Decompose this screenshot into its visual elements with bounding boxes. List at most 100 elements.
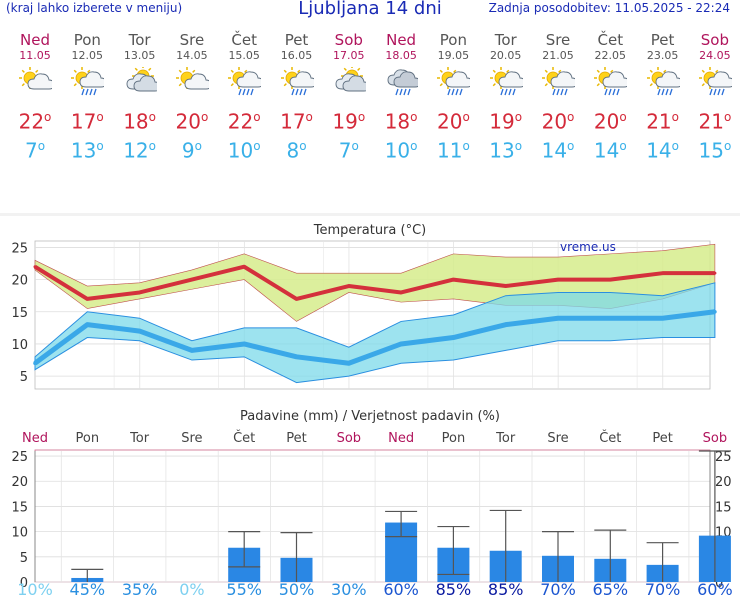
degree-sign: o	[619, 110, 627, 124]
precip-day-label: Sre	[547, 431, 568, 446]
min-temp-value: 14	[593, 138, 620, 163]
precipitation-probability: 65%	[592, 580, 629, 599]
precipitation-tick-label-right: 20	[715, 475, 732, 490]
min-temp-point	[190, 348, 194, 353]
precipitation-tick-label-left: 15	[11, 500, 28, 515]
temperature-tick-label: 10	[11, 338, 28, 353]
max-temp: 18o	[375, 102, 427, 134]
temperature-tick-label: 20	[11, 274, 28, 289]
degree-sign: o	[462, 139, 470, 153]
max-temp-value: 19	[489, 109, 515, 134]
degree-sign: o	[514, 139, 523, 153]
max-temp-point	[399, 290, 403, 294]
max-temp-value: 18	[384, 109, 411, 134]
degree-sign: o	[567, 110, 575, 124]
precip-day-label: Čet	[599, 430, 621, 446]
precip-day-label: Pet	[286, 431, 306, 446]
day-column: Tor 13.05 18o 12o	[114, 32, 166, 163]
max-temp-point	[295, 297, 298, 301]
day-column: Ned 18.05 18o 10o	[375, 31, 427, 163]
degree-sign: o	[567, 139, 575, 153]
day-name: Pon	[439, 31, 467, 49]
precip-day-label: Sre	[181, 431, 202, 446]
min-temp: 11o	[427, 132, 479, 163]
day-name: Čet	[597, 31, 624, 49]
day-date: 15.05	[228, 49, 260, 62]
min-temp: 14o	[584, 132, 636, 163]
max-temp: 20o	[166, 102, 218, 134]
min-temp: 10o	[375, 132, 427, 163]
precipitation-probability: 35%	[121, 580, 158, 599]
min-temp-value: 15	[698, 138, 724, 163]
day-column: Čet 22.05 20o 14o	[584, 31, 636, 163]
max-temp-point	[33, 265, 37, 269]
min-temp-value: 7	[338, 138, 352, 163]
max-temp: 21o	[637, 102, 689, 134]
sun-rain-icon	[71, 67, 105, 96]
min-temp-value: 14	[541, 138, 568, 163]
day-date: 16.05	[280, 49, 313, 62]
max-temp-value: 21	[646, 109, 672, 134]
day-date: 24.05	[699, 49, 731, 62]
daily-forecast-row: Ned 11.05 22o 7o Pon 12.05 17o 13o Tor 13.05 18o 12…	[0, 32, 740, 172]
precipitation-tick-label-left: 20	[11, 475, 28, 490]
max-temp: 18o	[114, 102, 166, 134]
degree-sign: o	[723, 110, 732, 124]
max-temp-point	[713, 271, 717, 275]
min-temp-value: 8	[286, 138, 300, 163]
day-name: Pet	[650, 31, 675, 49]
min-temp-point	[556, 316, 560, 321]
degree-sign: o	[194, 139, 202, 153]
sun-rain-icon	[437, 67, 471, 96]
day-column: Pon 19.05 20o 11o	[427, 31, 479, 163]
max-temp-point	[661, 271, 665, 275]
min-temp-value: 13	[489, 138, 515, 163]
precipitation-tick-label-left: 5	[20, 551, 28, 566]
degree-sign: o	[462, 110, 470, 124]
max-temp-value: 18	[123, 109, 149, 134]
max-temp: 19o	[323, 102, 375, 134]
day-column: Sob 24.05 21o 15o	[689, 32, 740, 163]
day-name: Pet	[284, 31, 309, 49]
min-temp-value: 9	[181, 138, 195, 163]
min-temp-point	[294, 355, 299, 359]
max-temp: 20o	[584, 102, 636, 134]
min-temp-value: 14	[646, 138, 672, 163]
degree-sign: o	[619, 139, 627, 153]
day-column: Tor 20.05 19o 13o	[480, 32, 532, 163]
max-temp: 22o	[218, 102, 270, 134]
day-date: 14.05	[176, 49, 208, 62]
precip-day-label: Pon	[76, 431, 100, 446]
precipitation-probability: 50%	[278, 580, 315, 599]
day-date: 17.05	[333, 49, 365, 62]
precipitation-tick-label-left: 25	[11, 450, 28, 465]
day-column: Pet 16.05 17o 8o	[271, 31, 323, 163]
min-temp-point	[347, 361, 351, 366]
day-column: Sre 21.05 20o 14o	[532, 31, 584, 163]
chart-watermark: vreme.us	[560, 240, 616, 254]
day-name: Sre	[545, 31, 571, 49]
min-temp-line	[33, 309, 716, 366]
day-date: 21.05	[542, 49, 574, 62]
day-name: Ned	[20, 31, 50, 49]
min-temp-point	[660, 316, 665, 321]
min-temp-point	[399, 342, 403, 346]
max-temp-point	[190, 278, 194, 282]
precipitation-probability: 0%	[179, 580, 205, 599]
precipitation-tick-label-right: 25	[715, 450, 732, 465]
day-name: Sre	[179, 31, 205, 49]
day-column: Pet 23.05 21o 14o	[637, 31, 689, 163]
menu-hint: (kraj lahko izberete v meniju)	[6, 1, 183, 15]
sun-rain-icon	[646, 67, 680, 96]
min-temp-point	[713, 309, 717, 314]
max-temp-point	[451, 278, 455, 282]
day-name: Ned	[386, 31, 417, 49]
max-temp-value: 20	[541, 109, 568, 134]
header-bar: (kraj lahko izberete v meniju) Ljubljana…	[0, 0, 740, 22]
precip-day-label: Ned	[388, 431, 414, 446]
page-title: Ljubljana 14 dni	[298, 0, 442, 19]
max-temp-value: 22	[18, 109, 45, 134]
cloud-rain-icon	[387, 69, 419, 96]
precipitation-tick-label-right: 15	[715, 500, 732, 515]
